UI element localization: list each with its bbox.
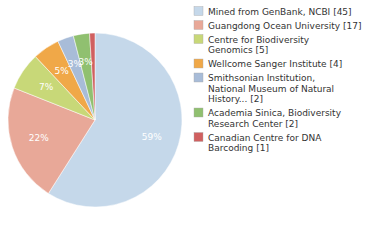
legend-label: Mined from GenBank, NCBI [45] xyxy=(208,7,352,17)
data-label: 22% xyxy=(29,133,49,143)
legend-swatch xyxy=(194,108,203,117)
data-label: 7% xyxy=(39,82,54,92)
legend: Mined from GenBank, NCBI [45] Guangdong O… xyxy=(194,7,362,154)
legend-swatch xyxy=(194,133,203,142)
pie-slice xyxy=(90,33,95,120)
legend-item: Smithsonian Institution,National Museum … xyxy=(194,73,334,104)
legend-label: Academia Sinica, BiodiversityResearch Ce… xyxy=(208,108,342,129)
legend-item: Canadian Centre for DNABarcoding [1] xyxy=(194,133,322,154)
legend-swatch xyxy=(194,21,203,30)
data-labels: 59%22%7%5%3%3% xyxy=(29,57,163,144)
legend-swatch xyxy=(194,7,203,16)
chart: 59%22%7%5%3%3%Mined from GenBank, NCBI [… xyxy=(0,0,380,240)
legend-label: Canadian Centre for DNABarcoding [1] xyxy=(208,133,322,154)
legend-label: Smithsonian Institution,National Museum … xyxy=(208,73,334,104)
pie xyxy=(8,33,182,207)
legend-label: Wellcome Sanger Institute [4] xyxy=(208,59,342,69)
legend-item: Wellcome Sanger Institute [4] xyxy=(194,59,342,69)
legend-item: Academia Sinica, BiodiversityResearch Ce… xyxy=(194,108,342,129)
legend-swatch xyxy=(194,73,203,82)
data-label: 3% xyxy=(79,57,94,67)
legend-item: Mined from GenBank, NCBI [45] xyxy=(194,7,352,17)
legend-label: Guangdong Ocean University [17] xyxy=(208,21,362,31)
legend-swatch xyxy=(194,59,203,68)
legend-item: Guangdong Ocean University [17] xyxy=(194,21,362,31)
pie-slice xyxy=(73,33,95,120)
legend-item: Centre for BiodiversityGenomics [5] xyxy=(194,35,310,56)
legend-label: Centre for BiodiversityGenomics [5] xyxy=(208,35,310,56)
data-label: 59% xyxy=(142,132,162,142)
legend-swatch xyxy=(194,35,203,44)
